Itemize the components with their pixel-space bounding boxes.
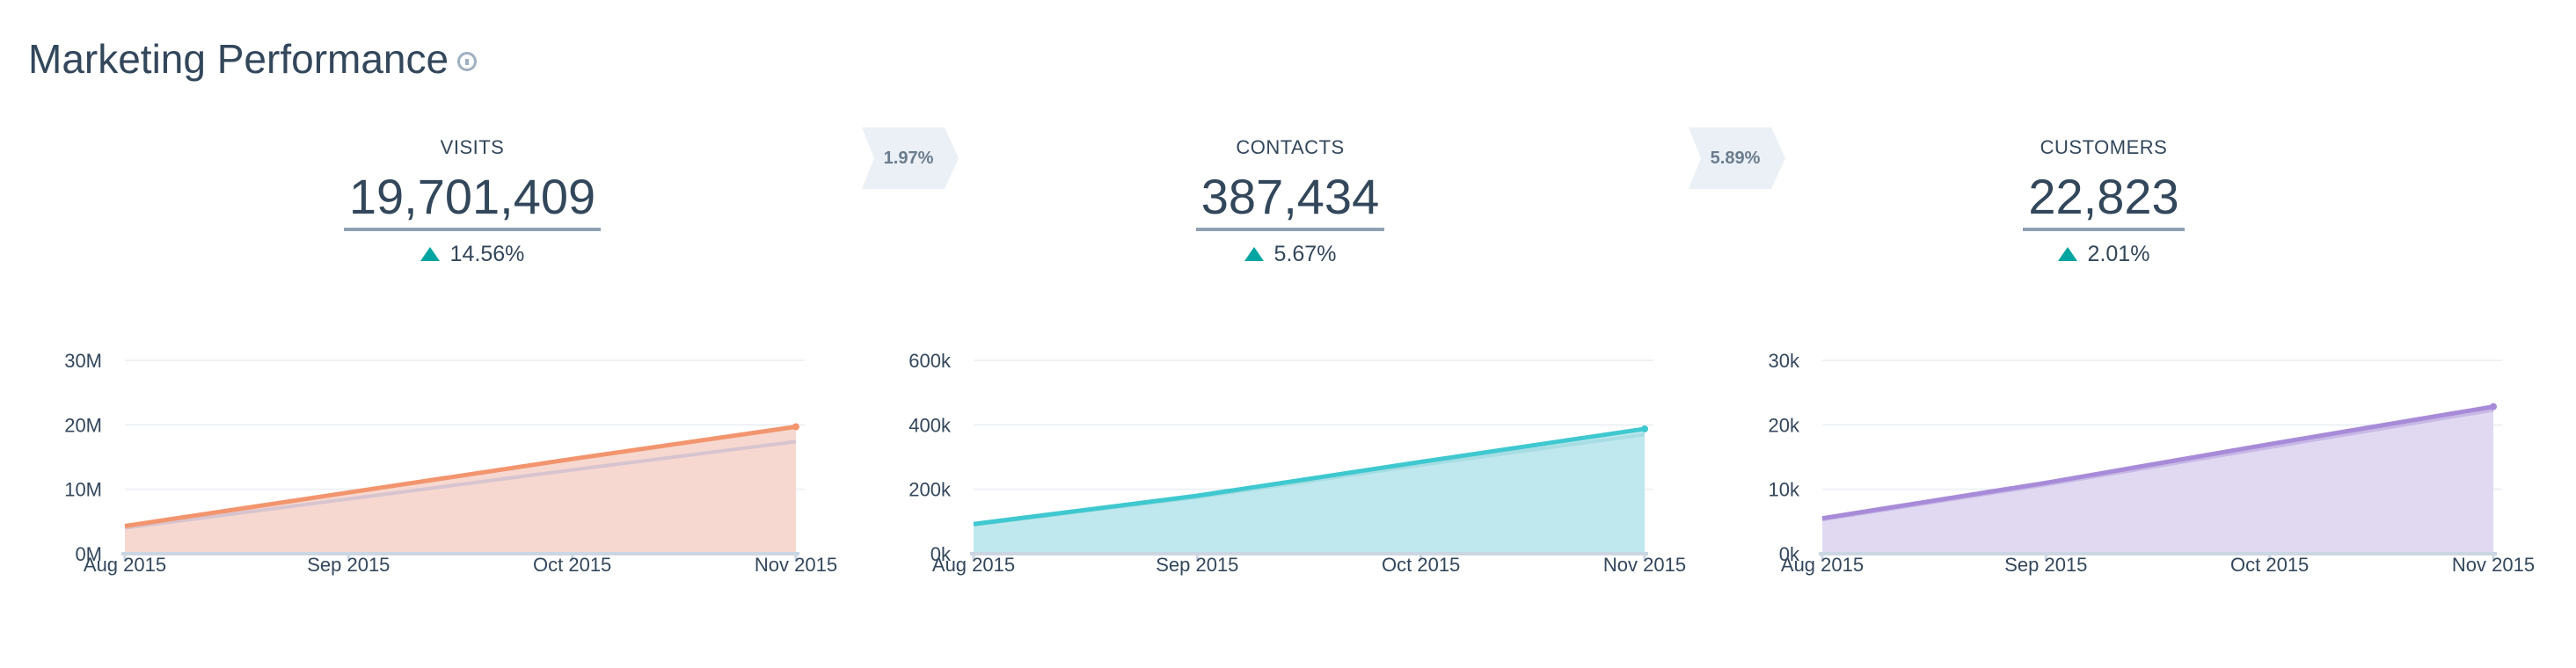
visits-chart-svg: 0M 10M 20M 30M Aug 2015 Sep 2015 Oct 2015 Nov 2… <box>64 350 837 576</box>
y-tick-label: 10k <box>1769 479 1800 501</box>
series-line <box>973 426 1646 526</box>
series-line <box>124 425 797 528</box>
metric-customers: CUSTOMERS 22,823 2.01% <box>1840 136 2368 267</box>
visits-chart: 0M 10M 20M 30M Aug 2015 Sep 2015 Oct 2015 Nov 2… <box>53 334 844 602</box>
series-area <box>1822 406 2493 554</box>
y-tick-label: 10M <box>64 479 102 501</box>
metric-value[interactable]: 22,823 <box>2023 170 2185 231</box>
metric-contacts: CONTACTS 387,434 5.67% <box>1026 136 1554 267</box>
y-tick-label: 0k <box>930 543 952 565</box>
contacts-chart-svg: 0k 200k 400k 600k Aug 2015 Sep 2015 Oct 2015 No… <box>909 350 1686 576</box>
metric-value[interactable]: 19,701,409 <box>343 170 602 231</box>
x-tick-label: Oct 2015 <box>533 554 611 576</box>
conversion-rate-badge: 1.97% <box>862 127 960 189</box>
metric-change-value: 14.56% <box>449 241 525 266</box>
conversion-rate-value: 5.89% <box>1710 149 1761 168</box>
x-tick-label: Aug 2015 <box>932 554 1015 576</box>
triangle-up-icon <box>420 247 440 262</box>
chevron-badge-shape <box>862 127 959 189</box>
x-tick-label: Sep 2015 <box>307 554 390 576</box>
customers-chart: 0k 10k 20k 30k Aug 2015 Sep 2015 Oct 2015 Nov 2… <box>1750 334 2542 602</box>
y-tick-label: 20M <box>64 414 102 436</box>
metric-label: CONTACTS <box>1236 136 1345 158</box>
x-tick-label: Oct 2015 <box>2230 554 2309 576</box>
y-tick-label: 200k <box>909 479 952 501</box>
x-tick-label: Aug 2015 <box>84 554 166 576</box>
metric-label: VISITS <box>440 136 505 158</box>
series-area <box>125 426 796 554</box>
series-line <box>1821 404 2494 521</box>
y-tick-label: 30k <box>1769 350 1800 372</box>
page-title-text: Marketing Performance <box>28 36 449 82</box>
conversion-rate-badge: 5.89% <box>1689 127 1787 189</box>
metric-label: CUSTOMERS <box>2040 136 2168 158</box>
metric-change-value: 2.01% <box>2087 241 2150 266</box>
metric-change: 2.01% <box>1840 242 2368 267</box>
x-tick-label: Sep 2015 <box>1156 554 1238 576</box>
data-point[interactable] <box>1641 425 1648 432</box>
data-point[interactable] <box>792 423 799 431</box>
x-tick-label: Nov 2015 <box>755 554 837 576</box>
metric-change: 5.67% <box>1026 242 1554 267</box>
x-tick-label: Sep 2015 <box>2004 554 2087 576</box>
metric-change-value: 5.67% <box>1273 241 1337 266</box>
contacts-chart: 0k 200k 400k 600k Aug 2015 Sep 2015 Oct 2015 No… <box>901 334 1693 602</box>
y-tick-label: 0k <box>1779 543 1800 565</box>
y-tick-label: 30M <box>64 350 102 372</box>
y-tick-label: 600k <box>909 350 952 372</box>
page-title: Marketing Performance <box>28 35 478 83</box>
y-tick-label: 0M <box>75 543 102 565</box>
data-point[interactable] <box>2490 403 2497 410</box>
chevron-badge-shape <box>1689 127 1785 189</box>
y-tick-label: 20k <box>1769 414 1800 436</box>
x-tick-label: Aug 2015 <box>1781 554 1864 576</box>
info-icon[interactable] <box>457 52 478 71</box>
customers-chart-svg: 0k 10k 20k 30k Aug 2015 Sep 2015 Oct 2015 Nov 2… <box>1769 350 2536 576</box>
metric-value[interactable]: 387,434 <box>1195 170 1385 231</box>
conversion-rate-value: 1.97% <box>883 149 934 168</box>
triangle-up-icon <box>1244 247 1264 262</box>
metric-visits: VISITS 19,701,409 14.56% <box>208 136 736 267</box>
triangle-up-icon <box>2057 247 2077 262</box>
x-tick-label: Nov 2015 <box>2452 554 2535 576</box>
series-area <box>974 428 1645 554</box>
comparison-series-line <box>124 439 797 530</box>
x-tick-label: Oct 2015 <box>1382 554 1460 576</box>
y-tick-label: 400k <box>909 414 952 436</box>
x-tick-label: Nov 2015 <box>1603 554 1686 576</box>
metric-change: 14.56% <box>208 242 736 267</box>
